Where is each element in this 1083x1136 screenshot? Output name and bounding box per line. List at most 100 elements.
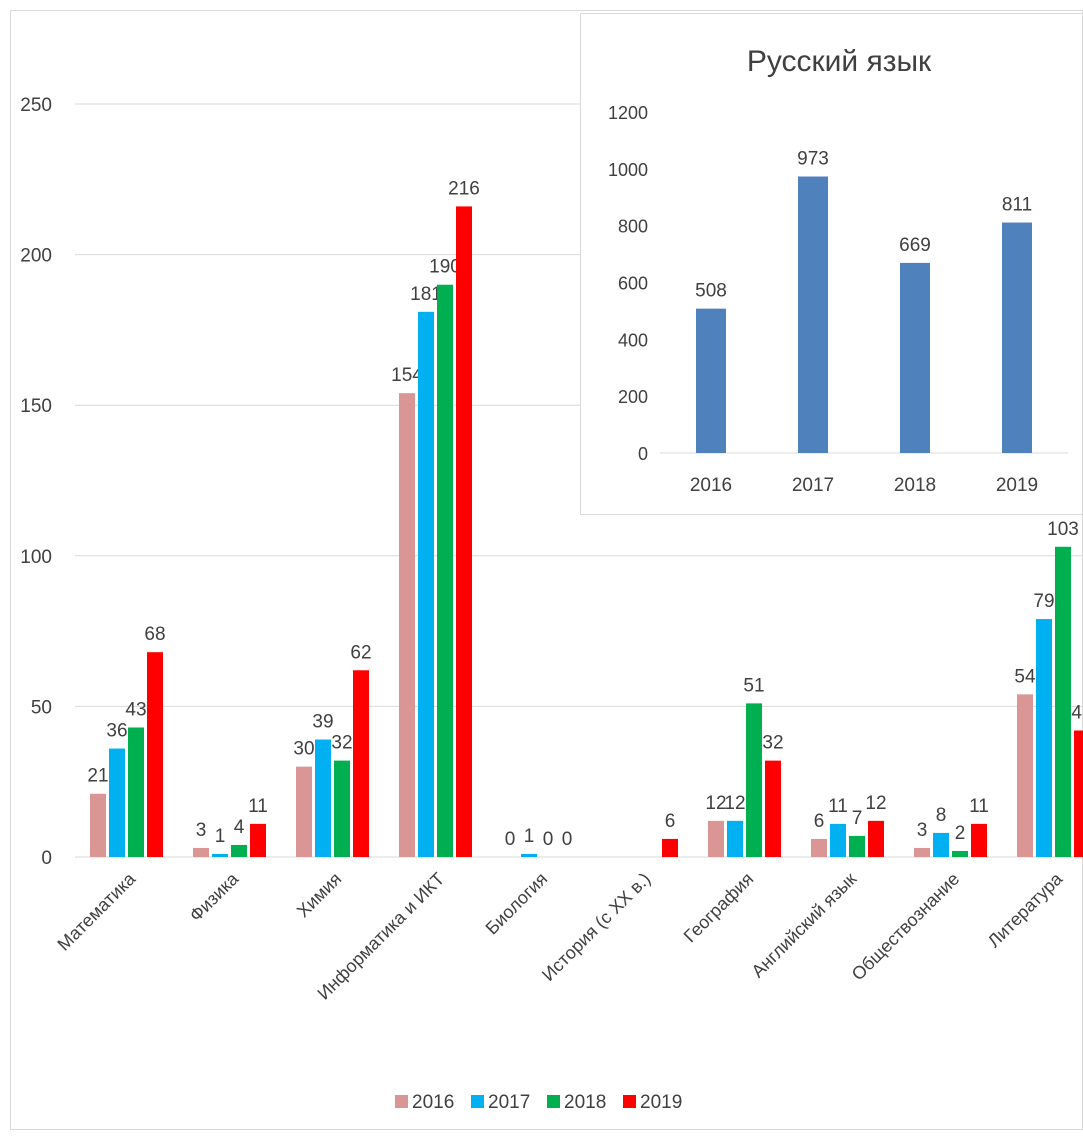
bar bbox=[971, 823, 987, 857]
inset-bar bbox=[696, 308, 726, 453]
legend-label: 2019 bbox=[640, 1092, 682, 1113]
inset-x-tick-label: 2019 bbox=[996, 475, 1038, 496]
bar bbox=[933, 832, 949, 857]
data-label: 54 bbox=[1014, 666, 1036, 687]
bar bbox=[353, 670, 369, 857]
inset-y-tick-label: 0 bbox=[638, 444, 648, 464]
legend-swatch bbox=[547, 1095, 560, 1108]
y-tick-label: 200 bbox=[20, 246, 52, 267]
bar bbox=[334, 760, 350, 857]
data-label: 39 bbox=[312, 712, 333, 733]
bar bbox=[746, 703, 762, 857]
bar bbox=[147, 652, 163, 857]
data-label: 181 bbox=[410, 284, 442, 305]
data-label: 79 bbox=[1033, 591, 1054, 612]
bar bbox=[315, 739, 331, 857]
data-label: 51 bbox=[743, 675, 764, 696]
bar bbox=[952, 850, 968, 857]
data-label: 11 bbox=[969, 796, 989, 817]
bar bbox=[399, 393, 415, 857]
data-label: 2 bbox=[955, 823, 966, 844]
bar bbox=[708, 820, 724, 857]
bar bbox=[250, 823, 266, 857]
inset-bar bbox=[900, 262, 930, 453]
inset-y-tick-label: 1000 bbox=[608, 160, 648, 180]
legend-swatch bbox=[623, 1095, 636, 1108]
data-label: 12 bbox=[865, 793, 886, 814]
bar bbox=[868, 820, 884, 857]
inset-y-tick-label: 600 bbox=[618, 274, 648, 294]
inset-bar bbox=[798, 176, 828, 453]
data-label: 1 bbox=[215, 826, 226, 847]
y-tick-label: 150 bbox=[20, 396, 52, 417]
inset-y-tick-label: 1200 bbox=[608, 103, 648, 123]
bar bbox=[662, 838, 678, 857]
bar bbox=[1055, 546, 1071, 857]
inset-x-tick-label: 2018 bbox=[894, 475, 936, 496]
data-label: 4 bbox=[234, 817, 245, 838]
bar bbox=[830, 823, 846, 857]
y-tick-label: 0 bbox=[41, 848, 52, 869]
bar bbox=[914, 847, 930, 857]
inset-chart-title: Русский язык bbox=[747, 45, 932, 78]
data-label: 6 bbox=[665, 811, 676, 832]
inset-y-tick-label: 200 bbox=[618, 387, 648, 407]
data-label: 0 bbox=[505, 829, 516, 850]
bar bbox=[811, 838, 827, 857]
y-tick-label: 250 bbox=[20, 95, 52, 116]
inset-data-label: 508 bbox=[695, 281, 727, 302]
bar bbox=[765, 760, 781, 857]
data-label: 6 bbox=[814, 811, 825, 832]
bar bbox=[212, 853, 228, 857]
data-label: 30 bbox=[293, 739, 314, 760]
data-label: 42 bbox=[1071, 702, 1083, 723]
data-label: 12 bbox=[705, 793, 726, 814]
data-label: 11 bbox=[828, 796, 848, 817]
data-label: 3 bbox=[196, 820, 207, 841]
data-label: 62 bbox=[350, 642, 371, 663]
inset-x-tick-label: 2017 bbox=[792, 475, 834, 496]
bar bbox=[1036, 619, 1052, 857]
data-label: 21 bbox=[87, 766, 108, 787]
data-label: 216 bbox=[448, 178, 480, 199]
bar bbox=[1017, 694, 1033, 857]
data-label: 0 bbox=[562, 829, 573, 850]
bar bbox=[109, 748, 125, 857]
bar bbox=[296, 766, 312, 857]
data-label: 36 bbox=[106, 721, 127, 742]
data-label: 7 bbox=[852, 808, 863, 829]
bar bbox=[849, 835, 865, 857]
data-label: 1 bbox=[524, 826, 535, 847]
legend-label: 2016 bbox=[412, 1092, 454, 1113]
data-label: 11 bbox=[248, 796, 268, 817]
y-tick-label: 100 bbox=[20, 547, 52, 568]
inset-chart-frame bbox=[580, 13, 1083, 515]
data-label: 12 bbox=[724, 793, 745, 814]
legend-label: 2017 bbox=[488, 1092, 530, 1113]
inset-data-label: 811 bbox=[1002, 195, 1032, 216]
data-label: 32 bbox=[331, 733, 352, 754]
bar bbox=[456, 206, 472, 857]
bar bbox=[727, 820, 743, 857]
data-label: 103 bbox=[1047, 519, 1079, 540]
bar bbox=[1074, 730, 1083, 857]
inset-y-tick-label: 800 bbox=[618, 217, 648, 237]
legend-swatch bbox=[395, 1095, 408, 1108]
data-label: 8 bbox=[936, 805, 947, 826]
bar bbox=[193, 847, 209, 857]
data-label: 154 bbox=[391, 365, 423, 386]
legend-swatch bbox=[471, 1095, 484, 1108]
data-label: 0 bbox=[543, 829, 554, 850]
bar bbox=[231, 844, 247, 857]
inset-y-tick-label: 400 bbox=[618, 330, 648, 350]
data-label: 3 bbox=[917, 820, 928, 841]
bar bbox=[418, 311, 434, 857]
data-label: 190 bbox=[429, 257, 461, 278]
data-label: 68 bbox=[144, 624, 165, 645]
inset-data-label: 669 bbox=[899, 235, 931, 256]
bar bbox=[521, 853, 537, 857]
data-label: 32 bbox=[762, 733, 783, 754]
inset-data-label: 973 bbox=[797, 149, 829, 170]
